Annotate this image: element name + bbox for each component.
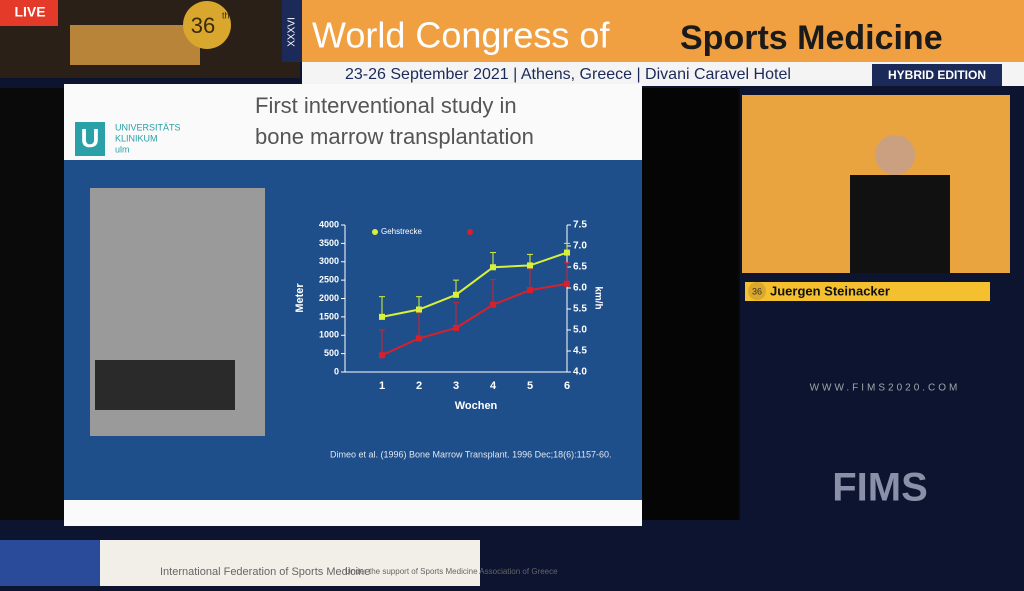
citation: Dimeo et al. (1996) Bone Marrow Transpla… <box>330 449 611 459</box>
title-banner <box>302 0 1024 62</box>
support: Under the support of Sports Medicine Ass… <box>345 567 558 576</box>
legend-marker <box>467 229 473 235</box>
x-tick-label: 2 <box>416 380 422 392</box>
y-tick-label: 1500 <box>319 311 339 321</box>
speaker <box>850 175 950 273</box>
series-line <box>381 282 568 357</box>
point <box>379 313 385 320</box>
point <box>416 335 422 342</box>
slide-title: bone marrow transplantation <box>255 124 534 149</box>
legend-marker <box>372 229 378 235</box>
point <box>453 291 459 298</box>
x-tick-label: 5 <box>527 380 533 392</box>
live-text: LIVE <box>14 4 45 20</box>
slide-edge <box>642 88 738 520</box>
y2-tick-label: 7.5 <box>573 220 587 231</box>
y-tick-label: 500 <box>324 348 339 358</box>
congress-title-bold: Sports Medicine <box>680 19 943 57</box>
point <box>416 306 422 313</box>
y2-tick-label: 5.5 <box>573 304 587 315</box>
chart: 0 500 1000 1500 2000 2500 3000 3500 4000 4.0 4.5 5.… <box>294 219 603 412</box>
y2-tick-label: 6.5 <box>573 262 587 273</box>
y-tick-label: 1000 <box>319 330 339 340</box>
point <box>453 324 459 331</box>
y-tick-label: 3000 <box>319 256 339 266</box>
point <box>379 352 385 359</box>
edition-number: 36 <box>191 13 215 38</box>
logo-block <box>75 122 105 156</box>
fims-logo: FIMS <box>832 466 928 510</box>
logo-letter: U <box>81 123 100 153</box>
roman-numeral: XXXVI <box>287 17 298 46</box>
y-tick-label: 4000 <box>319 219 339 229</box>
point <box>490 264 496 271</box>
y-tick-label: 0 <box>334 366 339 376</box>
website: WWW.FIMS2020.COM <box>810 383 961 394</box>
footer-logo <box>0 540 100 586</box>
series-line <box>381 251 568 318</box>
congress-title: World Congress of <box>312 15 610 56</box>
legend-label: Gehstrecke <box>381 227 422 236</box>
name-badge <box>748 282 766 300</box>
y2-axis-label: km/h <box>592 286 603 309</box>
hybrid-badge <box>872 64 1002 86</box>
y-tick-label: 2000 <box>319 293 339 303</box>
parthenon <box>70 25 200 65</box>
y2-tick-label: 4.0 <box>573 367 587 378</box>
point <box>564 249 570 256</box>
point <box>527 262 533 269</box>
x-tick-label: 4 <box>490 380 497 392</box>
point <box>490 301 496 308</box>
x-axis-label: Wochen <box>455 400 498 412</box>
y-axis-label: Meter <box>294 283 306 313</box>
y2-tick-label: 6.0 <box>573 283 587 294</box>
speaker-name: Juergen Steinacker <box>770 283 890 298</box>
y2-tick-label: 5.0 <box>573 325 587 336</box>
point <box>564 280 570 287</box>
y2-tick-label: 4.5 <box>573 346 587 357</box>
federation: International Federation of Sports Medic… <box>160 566 370 578</box>
logo-text: UNIVERSITÄTS <box>115 122 181 132</box>
logo-text: KLINIKUM <box>115 133 158 143</box>
name-badge-text: 36 <box>752 286 762 296</box>
y-tick-label: 2500 <box>319 275 339 285</box>
hybrid-text: HYBRID EDITION <box>888 68 986 82</box>
point <box>527 287 533 294</box>
x-tick-label: 1 <box>379 380 385 392</box>
speaker-head <box>875 135 915 175</box>
roman-band <box>282 0 302 62</box>
logo-text: ulm <box>115 144 130 154</box>
congress-details: 23-26 September 2021 | Athens, Greece | … <box>345 66 791 83</box>
y2-tick-label: 7.0 <box>573 241 587 252</box>
photo-treadmill <box>95 360 235 410</box>
x-tick-label: 3 <box>453 380 459 392</box>
slide-title: First interventional study in <box>255 93 517 118</box>
edition-badge <box>183 1 231 49</box>
x-tick-label: 6 <box>564 380 570 392</box>
live-badge <box>0 0 58 26</box>
name-bar <box>745 282 990 301</box>
y-tick-label: 3500 <box>319 238 339 248</box>
edition-suffix: th <box>222 10 230 20</box>
